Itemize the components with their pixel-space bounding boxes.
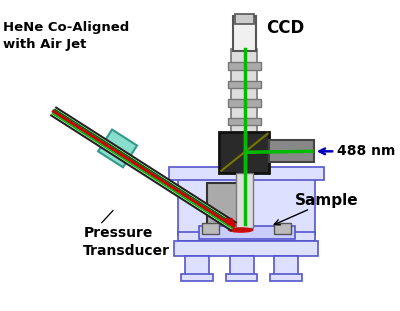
Bar xyxy=(199,226,295,239)
Bar xyxy=(228,81,261,88)
Bar xyxy=(202,223,218,234)
Bar xyxy=(178,172,315,235)
Text: Pressure
Transducer: Pressure Transducer xyxy=(83,226,170,258)
Bar xyxy=(236,19,253,49)
Text: 488 nm: 488 nm xyxy=(337,144,395,158)
Bar xyxy=(228,63,261,70)
Ellipse shape xyxy=(228,227,254,233)
Bar xyxy=(236,173,253,228)
Bar xyxy=(232,49,257,174)
Bar xyxy=(228,100,261,107)
Bar xyxy=(274,223,291,234)
Bar xyxy=(220,132,270,173)
Bar xyxy=(185,256,209,276)
Text: CCD: CCD xyxy=(266,19,304,37)
Bar xyxy=(98,129,137,167)
Text: Sample: Sample xyxy=(294,193,358,208)
Bar xyxy=(168,167,324,180)
Bar xyxy=(228,118,261,125)
Bar xyxy=(270,140,314,162)
Bar xyxy=(235,14,254,24)
Polygon shape xyxy=(51,108,236,230)
Bar xyxy=(274,256,298,276)
Bar xyxy=(270,275,302,281)
Bar xyxy=(228,132,261,139)
Text: HeNe Co-Aligned
with Air Jet: HeNe Co-Aligned with Air Jet xyxy=(3,21,129,51)
Bar xyxy=(226,275,257,281)
Bar xyxy=(230,256,254,276)
Bar xyxy=(178,232,315,241)
Bar xyxy=(207,183,246,234)
Bar xyxy=(233,16,256,51)
Bar xyxy=(182,275,213,281)
Bar xyxy=(174,241,318,256)
